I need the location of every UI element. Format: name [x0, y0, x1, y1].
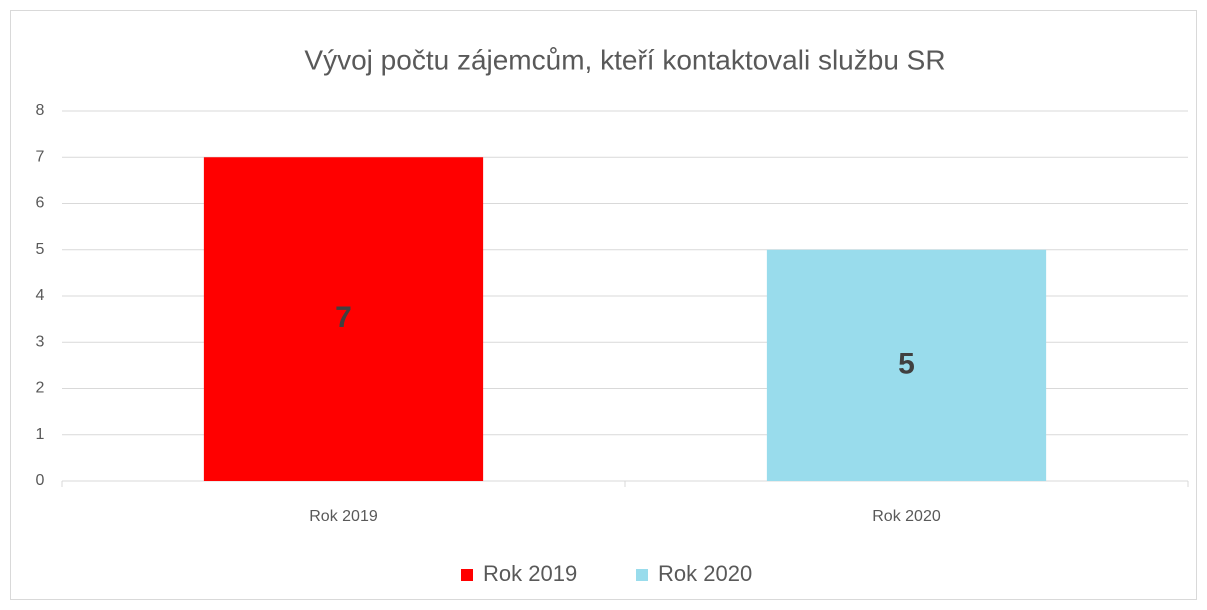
y-tick-label: 8 — [36, 102, 45, 119]
legend-label: Rok 2020 — [658, 561, 752, 586]
y-tick-label: 0 — [36, 472, 45, 489]
legend-label: Rok 2019 — [483, 561, 577, 586]
y-tick-label: 6 — [36, 195, 45, 212]
legend-swatch — [461, 569, 473, 581]
y-tick-label: 3 — [36, 333, 45, 350]
y-tick-label: 5 — [36, 241, 45, 258]
bar — [766, 249, 1047, 481]
y-tick-label: 4 — [36, 287, 45, 304]
y-tick-label: 1 — [36, 426, 45, 443]
chart-title: Vývoj počtu zájemcům, kteří kontaktovali… — [304, 44, 945, 75]
y-tick-label: 2 — [36, 380, 45, 397]
bar — [203, 157, 484, 481]
x-tick-label: Rok 2020 — [872, 508, 941, 525]
data-label: 5 — [898, 347, 915, 380]
legend-swatch — [636, 569, 648, 581]
data-label: 7 — [335, 301, 352, 334]
x-tick-label: Rok 2019 — [309, 508, 378, 525]
y-tick-label: 7 — [36, 148, 45, 165]
